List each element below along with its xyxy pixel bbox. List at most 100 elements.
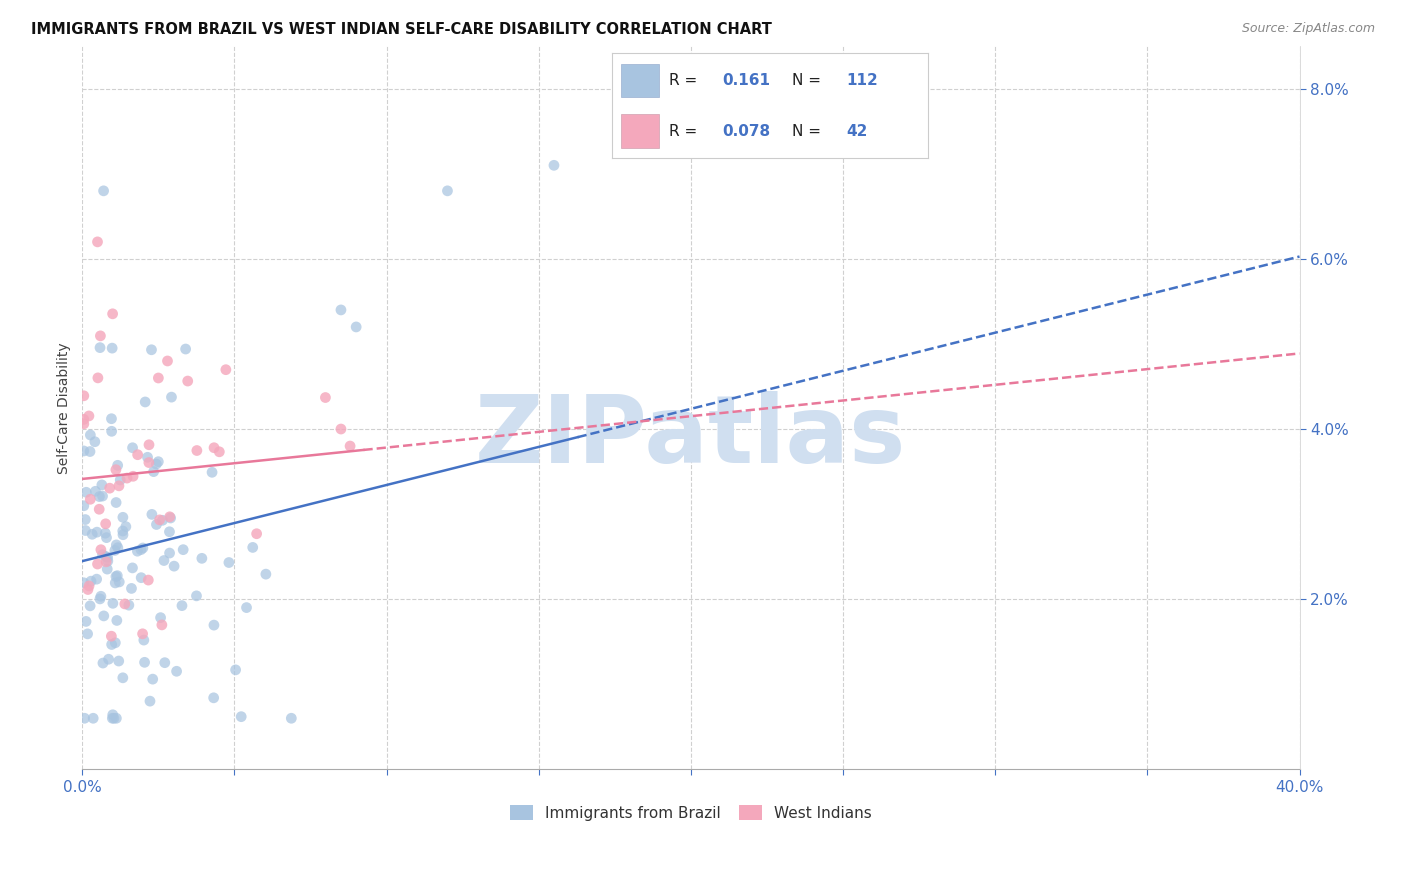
Point [141,508,163,522]
Point [100,425,122,439]
Point [202,441,225,455]
Point [77,582,100,597]
Point [97,550,120,565]
Point [101,596,124,610]
Point [94,549,117,564]
Point [215,362,238,376]
Point [91,656,114,670]
Point [104,636,127,650]
Point [114,597,136,611]
Legend: Immigrants from Brazil, West Indians: Immigrants from Brazil, West Indians [503,798,879,827]
Point [86,235,108,249]
Point [280,711,302,725]
Point [108,574,131,589]
Point [104,569,127,583]
Text: Source: ZipAtlas.com: Source: ZipAtlas.com [1241,22,1375,36]
Point [134,656,156,670]
Point [77,409,100,423]
Point [93,608,115,623]
Point [82,711,104,725]
Point [107,541,129,555]
Point [89,502,111,516]
Point [118,598,141,612]
Point [101,711,124,725]
Point [97,652,120,666]
Point [94,526,117,541]
Point [91,489,114,503]
Point [231,709,253,723]
Point [73,417,96,431]
Point [105,614,128,628]
Point [141,343,163,357]
Point [105,538,128,552]
Point [152,513,174,527]
Point [339,439,361,453]
Point [79,428,101,442]
Point [84,484,107,499]
Point [149,610,172,624]
Point [254,567,277,582]
Point [149,513,172,527]
Point [79,599,101,613]
Point [79,492,101,507]
Point [166,665,188,679]
Point [134,395,156,409]
Point [83,434,105,449]
Point [132,541,155,555]
Point [201,465,224,479]
Point [104,463,127,477]
Point [100,629,122,643]
Point [121,561,143,575]
Point [86,525,108,540]
Point [142,465,165,479]
Point [79,444,101,458]
Point [101,307,124,321]
Point [108,479,131,493]
Point [235,600,257,615]
Point [186,589,208,603]
Point [104,576,127,591]
Point [103,711,125,725]
Point [329,302,352,317]
Point [89,341,111,355]
Point [94,555,117,569]
Point [246,526,269,541]
Point [111,524,134,538]
Point [86,572,108,586]
Point [73,444,96,458]
Point [172,542,194,557]
Point [142,672,165,686]
Point [105,711,128,725]
Point [76,627,98,641]
Point [73,575,96,590]
Text: ZIPatlas: ZIPatlas [475,391,907,483]
Point [131,627,153,641]
Point [139,694,162,708]
Point [225,663,247,677]
Point [329,422,352,436]
Point [121,582,143,596]
Point [115,471,138,485]
Point [75,524,97,538]
Point [163,559,186,574]
Point [80,574,103,589]
Point [127,448,149,462]
Point [82,527,104,541]
Point [218,556,240,570]
Point [132,633,155,648]
Point [202,618,225,632]
Point [93,184,115,198]
Point [101,707,124,722]
Point [242,541,264,555]
Point [75,485,97,500]
Point [191,551,214,566]
Point [186,443,208,458]
Point [97,554,120,568]
Point [110,473,132,487]
Point [150,618,173,632]
Point [148,371,170,385]
Point [314,391,336,405]
Point [208,445,231,459]
Point [159,509,181,524]
Point [129,542,152,557]
